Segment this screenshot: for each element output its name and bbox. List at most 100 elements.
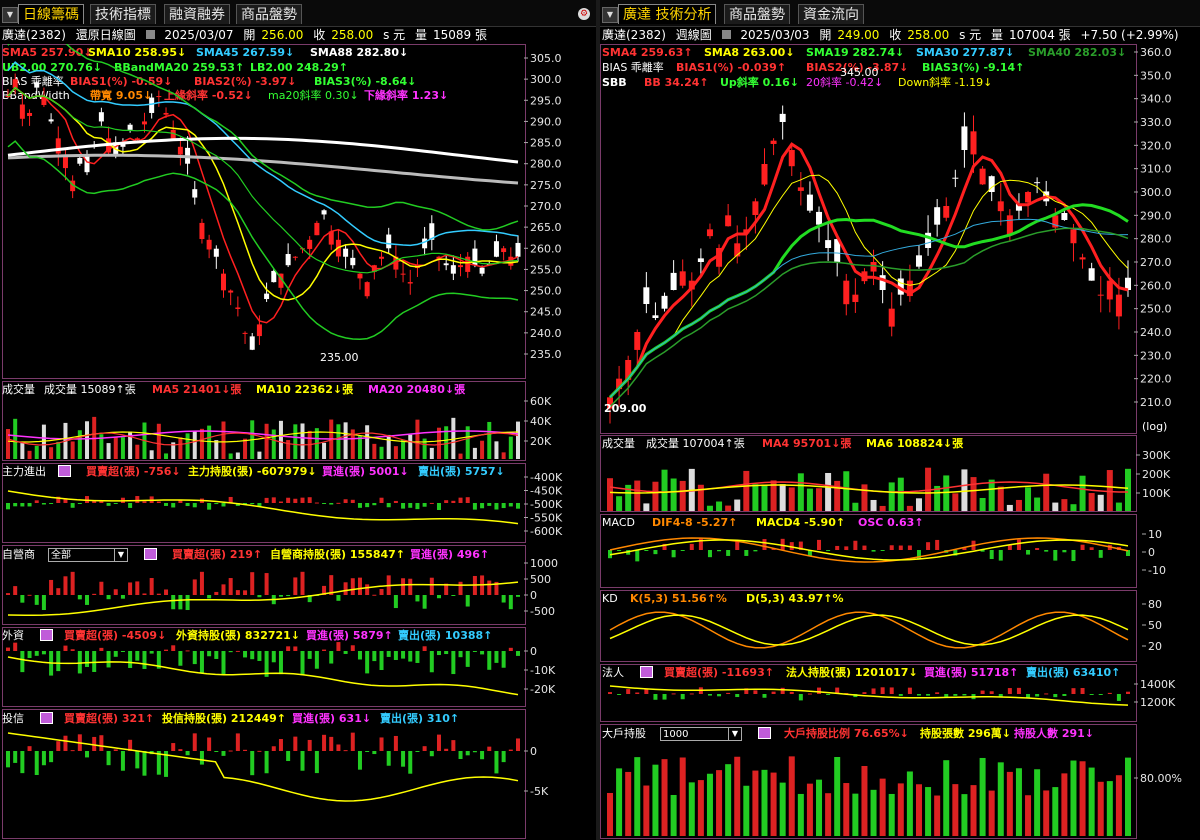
bar-mark — [689, 693, 694, 695]
trust-net: 買賣超(張) 321↑ — [64, 712, 155, 725]
bar-mark — [1088, 767, 1095, 836]
trust-panel[interactable] — [2, 709, 526, 839]
bar-mark — [228, 453, 233, 459]
tab-market-overview[interactable]: 商品盤勢 — [236, 4, 302, 24]
kd-k: K(5,3) 51.56↑% — [630, 592, 727, 605]
main-force-chart[interactable]: -400K-450K-500K-550K-600K — [2, 463, 596, 543]
right-stock-name: 廣達(2382) — [602, 28, 666, 42]
tab-money-flow[interactable]: 資金流向 — [798, 4, 864, 24]
calendar-icon[interactable] — [145, 30, 155, 39]
main-force-setting-icon[interactable] — [58, 465, 75, 479]
tab-daily-chips[interactable]: 日線籌碼 — [18, 4, 84, 24]
candle-body — [393, 256, 399, 270]
holders-panel[interactable] — [600, 724, 1137, 839]
kd-panel[interactable] — [600, 590, 1137, 662]
left-volume-chart[interactable]: 60K 40K 20K — [2, 381, 596, 461]
bar-mark — [494, 751, 499, 774]
right-price-tick: 360.0 — [1140, 46, 1172, 59]
bar-mark — [350, 429, 355, 459]
macd-macd: MACD4 -5.90↑ — [756, 516, 846, 529]
bar-mark — [113, 589, 118, 595]
bar-mark — [1097, 494, 1104, 511]
bar-mark — [429, 577, 434, 595]
r-bias1-label: BIAS1(%) -0.039↑ — [676, 61, 787, 74]
holders-select[interactable]: 1000 ▼ — [660, 727, 742, 741]
tab-tech-indicators[interactable]: 技術指標 — [90, 4, 156, 24]
candle-body — [343, 248, 349, 257]
trust-chart[interactable]: 0 -5K — [2, 709, 596, 839]
weekly-candle-body — [661, 295, 668, 309]
bar-mark — [1053, 550, 1058, 561]
left-price-panel[interactable] — [2, 44, 526, 379]
bar-mark — [415, 503, 420, 510]
bar-mark — [300, 571, 305, 595]
bar-mark — [271, 497, 276, 503]
bar-mark — [494, 441, 499, 459]
bar-mark — [1106, 470, 1113, 511]
bar-mark — [336, 642, 341, 651]
tab-margin[interactable]: 融資融券 — [164, 4, 230, 24]
dealer-chart[interactable]: 1000 500 0 -500 — [2, 545, 596, 625]
right-chart-pane: ▼ 廣達 技術分析 商品盤勢 資金流向 廣達(2382) 週線圖 2025/03… — [600, 0, 1200, 840]
bar-mark — [436, 734, 441, 751]
bar-mark — [243, 438, 248, 459]
chevron-down-icon[interactable]: ▼ — [114, 549, 127, 561]
holders-setting-icon[interactable] — [758, 727, 775, 741]
trust-setting-icon[interactable] — [40, 712, 57, 726]
foreign-panel[interactable] — [2, 627, 526, 707]
left-settings-gear-icon[interactable]: ⚙ — [578, 8, 590, 20]
bar-mark — [487, 651, 492, 670]
bar-mark — [63, 498, 68, 503]
dealer-setting-icon[interactable] — [144, 548, 161, 562]
chevron-down-icon[interactable]: ▼ — [728, 728, 741, 740]
log-scale-label[interactable]: (log) — [1142, 420, 1168, 433]
inst-setting-icon[interactable] — [640, 666, 657, 680]
bar-mark — [1034, 497, 1041, 511]
kd-chart[interactable]: 80 50 20 — [600, 590, 1200, 662]
bar-mark — [788, 487, 795, 511]
bias3-label: BIAS3(%) -8.64↓ — [314, 75, 417, 88]
bar-mark — [670, 478, 677, 511]
bar-mark — [952, 784, 959, 836]
left-dropdown-arrow-icon[interactable]: ▼ — [2, 7, 18, 23]
main-force-panel[interactable] — [2, 463, 526, 543]
weekly-candle-body — [825, 240, 832, 248]
bar-mark — [77, 430, 82, 459]
bar-mark — [1126, 691, 1130, 694]
tab-right-market[interactable]: 商品盤勢 — [724, 4, 790, 24]
foreign-chart[interactable]: 0 -10K -20K — [2, 627, 596, 707]
bar-mark — [164, 649, 169, 651]
tab-tech-analysis[interactable]: 廣達 技術分析 — [618, 4, 717, 24]
foreign-setting-icon[interactable] — [40, 629, 57, 643]
weekly-candle-body — [970, 131, 977, 155]
right-dropdown-arrow-icon[interactable]: ▼ — [602, 7, 618, 23]
bar-mark — [120, 651, 125, 652]
macd-signal-line — [609, 539, 1129, 561]
pane-splitter[interactable] — [596, 0, 600, 840]
macd-panel[interactable] — [600, 514, 1137, 588]
bar-mark — [336, 424, 341, 459]
institutional-panel[interactable] — [600, 664, 1137, 722]
right-calendar-icon[interactable] — [721, 30, 731, 39]
bar-mark — [465, 751, 470, 756]
dealer-select[interactable]: 全部 ▼ — [48, 548, 128, 562]
dealer-panel[interactable] — [2, 545, 526, 625]
holders-chart[interactable]: 80.00% — [600, 724, 1200, 839]
bar-mark — [501, 503, 506, 509]
macd-chart[interactable]: 10 0 -10 — [600, 514, 1200, 588]
institutional-chart[interactable]: 1400K 1200K — [600, 664, 1200, 722]
inst-buy: 買進(張) 51718↑ — [924, 666, 1019, 679]
right-price-chart[interactable]: 360.0 350.0 340.0 330.0 320.0 310.0 300.0 290.0… — [600, 44, 1200, 434]
bar-mark — [365, 425, 370, 459]
bar-mark — [907, 687, 912, 694]
r-volume-title: 成交量 — [602, 437, 635, 450]
right-price-tick: 270.0 — [1140, 256, 1172, 269]
bar-mark — [798, 694, 803, 701]
bar-mark — [307, 739, 312, 751]
bar-mark — [1062, 550, 1067, 553]
left-price-tick: 240.0 — [530, 327, 562, 340]
right-volume-chart[interactable]: 300K 200K 100K — [600, 435, 1200, 512]
left-price-chart[interactable]: 305.0 300.0 295.0 290.0 285.0 280.0 275.0 270.0… — [2, 44, 596, 379]
weekly-candle-body — [1052, 215, 1059, 228]
bar-mark — [608, 692, 612, 694]
